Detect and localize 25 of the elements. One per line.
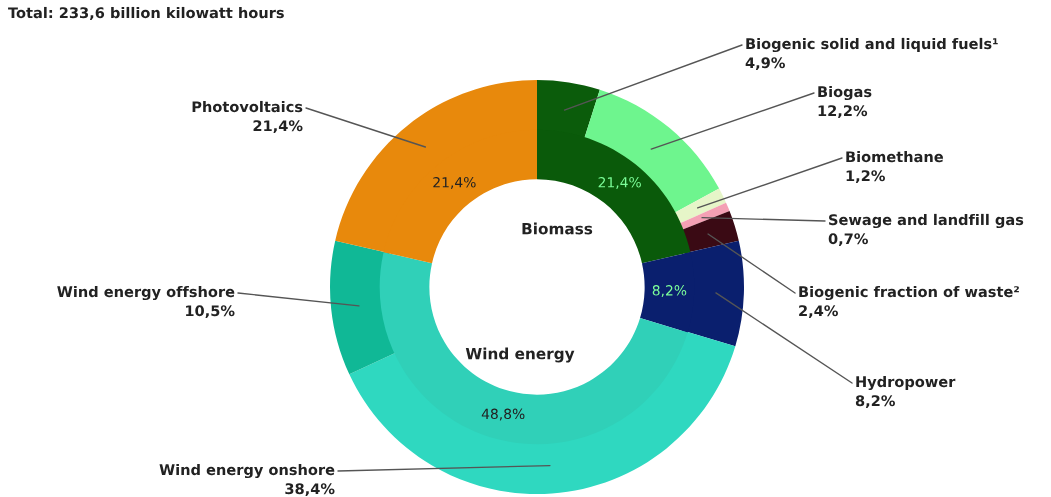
data-label: 10,5% <box>186 305 235 319</box>
slice-label: Sewage and landfill gas <box>829 213 1024 229</box>
data-label: 1,2% <box>846 170 885 184</box>
slice-label: Biogenic fraction of waste² <box>799 285 1019 301</box>
data-label: 8,2% <box>855 395 895 409</box>
data-label: 0,7% <box>828 233 868 247</box>
slice-label: Biogas <box>818 85 872 101</box>
data-label: 38,4% <box>285 483 335 497</box>
slice-label: Hydropower <box>856 375 956 391</box>
slice-label: Biogenic solid and liquid fuels¹ <box>746 37 998 53</box>
slice-label: Wind energy onshore <box>159 463 335 479</box>
text: Wind energy <box>465 347 575 363</box>
data-label: 8,2% <box>652 285 687 298</box>
chart-title: Total: 233,6 billion kilowatt hours <box>8 6 284 21</box>
data-label: 48,8% <box>481 408 525 421</box>
data-label: 2,4% <box>799 305 838 319</box>
data-label: 21,4% <box>433 176 476 189</box>
slice-label: Biomethane <box>846 150 943 163</box>
data-label: 4,9% <box>745 57 785 71</box>
slice-label: Wind energy offshore <box>57 285 235 301</box>
data-label: 21,4% <box>598 176 641 189</box>
data-label: 21,4% <box>253 120 303 134</box>
data-label: 12,2% <box>818 105 868 119</box>
slice-label: Photovoltaics <box>192 100 303 113</box>
text: Biomass <box>522 222 593 235</box>
